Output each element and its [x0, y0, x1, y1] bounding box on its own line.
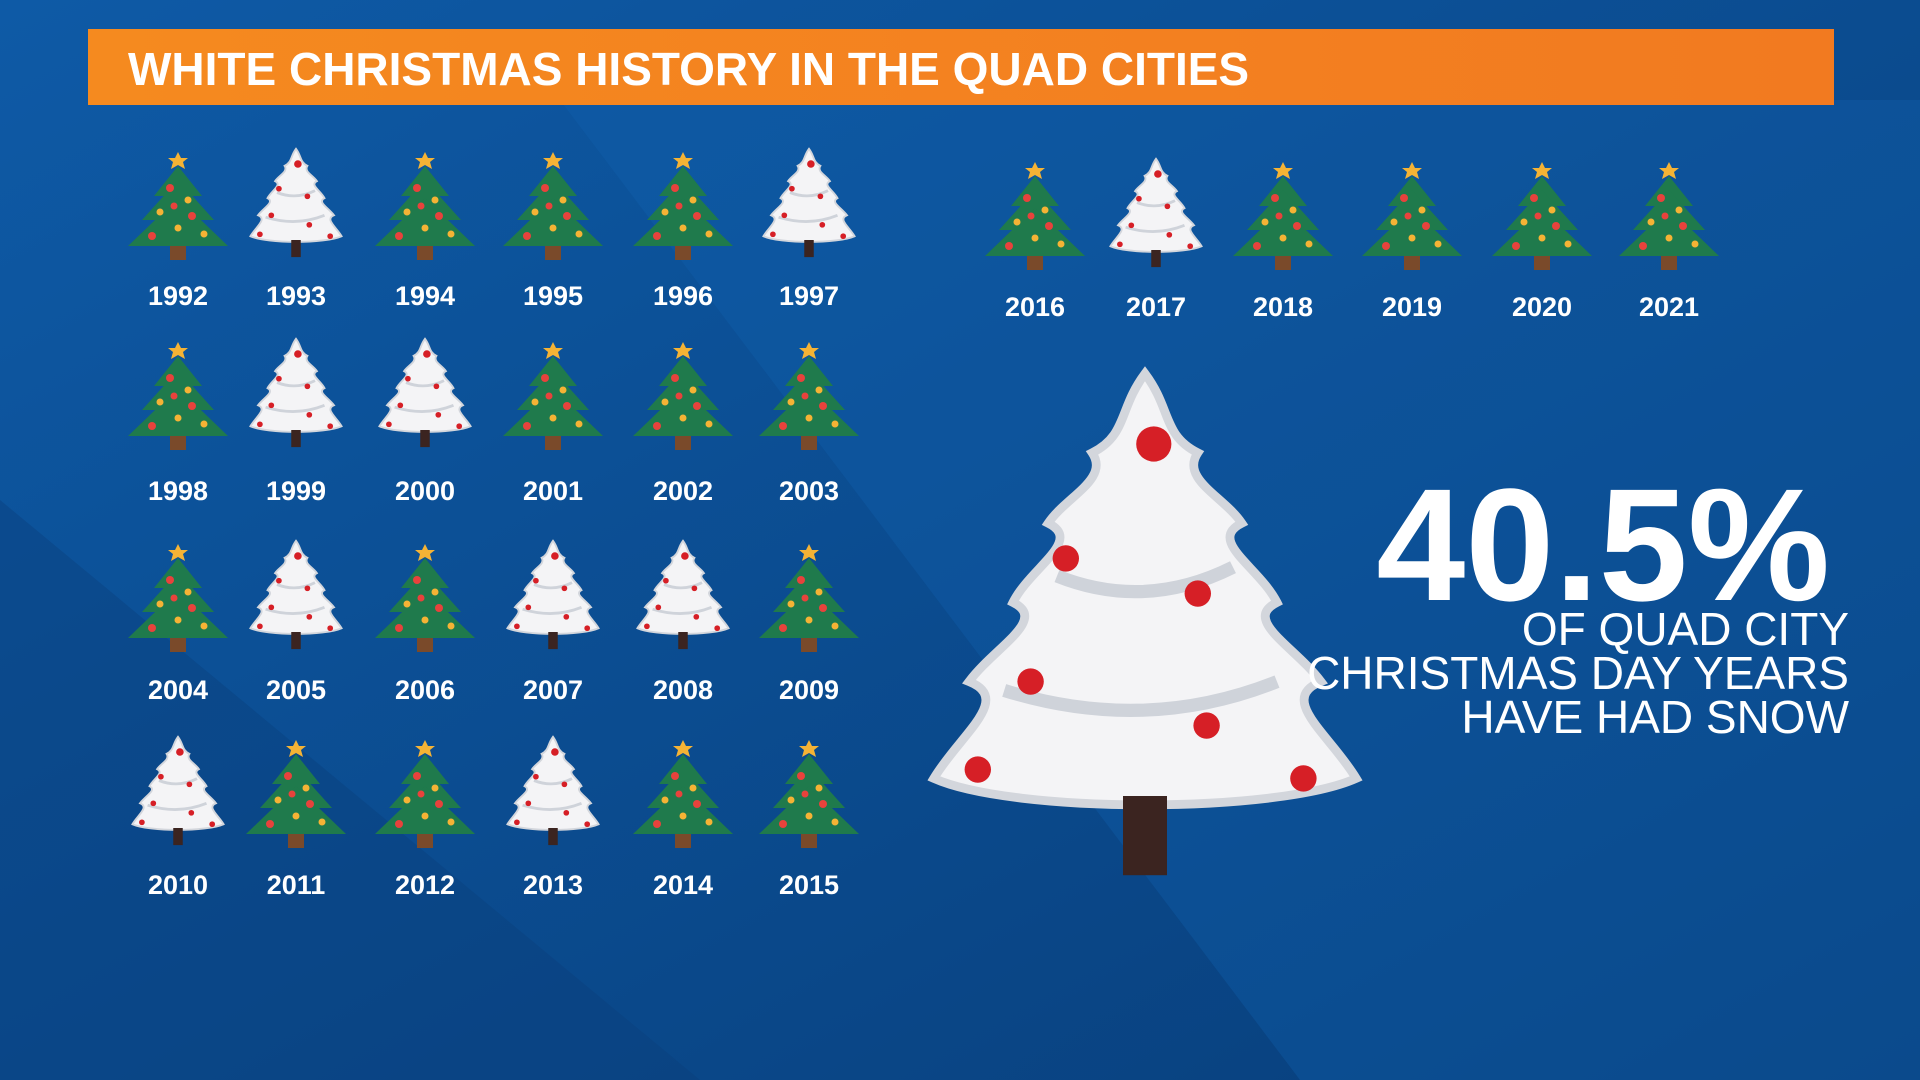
year-label: 2004 [148, 675, 208, 705]
caption-line: CHRISTMAS DAY YEARS [1307, 647, 1849, 699]
year-label: 2018 [1253, 292, 1313, 322]
year-label: 2011 [267, 870, 326, 900]
year-label: 1999 [266, 476, 326, 506]
year-label: 1998 [148, 476, 208, 506]
stat-value: 40.5% [1376, 455, 1830, 634]
year-label: 2013 [523, 870, 583, 900]
year-label: 1994 [395, 281, 455, 311]
year-label: 2014 [653, 870, 713, 900]
year-label: 2016 [1005, 292, 1065, 322]
year-label: 2019 [1382, 292, 1442, 322]
year-label: 2006 [395, 675, 455, 705]
year-label: 2007 [523, 675, 583, 705]
year-label: 2000 [395, 476, 455, 506]
year-label: 2020 [1512, 292, 1572, 322]
title-bar [88, 29, 1834, 105]
year-label: 2003 [779, 476, 839, 506]
year-label: 2015 [779, 870, 839, 900]
year-label: 1995 [523, 281, 583, 311]
caption-line: OF QUAD CITY [1522, 603, 1849, 655]
year-label: 2021 [1639, 292, 1699, 322]
year-label: 2008 [653, 675, 713, 705]
year-label: 2010 [148, 870, 208, 900]
year-label: 1992 [148, 281, 208, 311]
year-label: 1996 [653, 281, 713, 311]
year-label: 2009 [779, 675, 839, 705]
year-label: 2005 [266, 675, 326, 705]
year-label: 1993 [266, 281, 326, 311]
caption-line: HAVE HAD SNOW [1461, 691, 1849, 743]
year-label: 2012 [395, 870, 455, 900]
year-label: 2002 [653, 476, 713, 506]
year-label: 2001 [523, 476, 583, 506]
title: WHITE CHRISTMAS HISTORY IN THE QUAD CITI… [128, 43, 1249, 95]
year-label: 1997 [779, 281, 839, 311]
year-label: 2017 [1126, 292, 1186, 322]
